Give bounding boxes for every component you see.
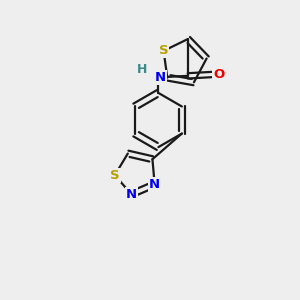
Text: S: S	[159, 44, 168, 57]
Text: H: H	[137, 64, 147, 76]
Text: N: N	[149, 178, 160, 191]
Text: N: N	[155, 71, 166, 84]
Text: N: N	[126, 188, 137, 201]
Text: S: S	[110, 169, 120, 182]
Text: O: O	[213, 68, 224, 81]
